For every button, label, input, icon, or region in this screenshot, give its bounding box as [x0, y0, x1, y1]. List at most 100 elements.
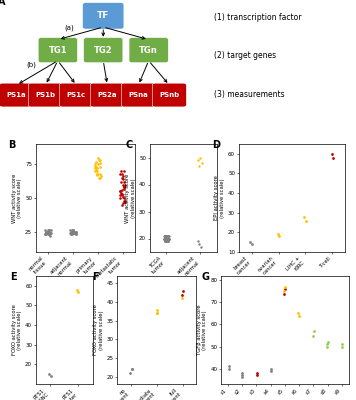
Point — [165, 235, 171, 242]
Text: (a): (a) — [64, 24, 74, 30]
Text: (1) transcription factor: (1) transcription factor — [214, 13, 302, 22]
Point — [48, 230, 54, 236]
Point — [129, 366, 134, 372]
Point — [164, 235, 169, 242]
Point — [117, 195, 123, 201]
Point — [165, 235, 171, 242]
Point — [44, 228, 50, 235]
Point — [163, 238, 168, 244]
Point — [121, 195, 127, 201]
Point — [47, 233, 53, 239]
Text: F: F — [93, 272, 99, 282]
Text: PS2a: PS2a — [98, 92, 117, 98]
Point — [43, 230, 49, 236]
Point — [97, 160, 103, 166]
Point — [165, 233, 171, 239]
Point — [45, 228, 51, 235]
Point — [43, 230, 49, 236]
Point — [162, 233, 168, 239]
Point — [276, 233, 282, 240]
Point — [325, 339, 330, 345]
Point — [268, 368, 274, 374]
Point — [339, 343, 345, 350]
Point — [324, 343, 330, 350]
Point — [119, 191, 125, 197]
Point — [281, 290, 287, 297]
Point — [73, 228, 78, 235]
Point — [310, 332, 315, 339]
Point — [94, 165, 99, 172]
Point — [121, 185, 127, 192]
Point — [239, 370, 245, 376]
Point — [43, 230, 49, 236]
Point — [162, 235, 168, 242]
Point — [47, 230, 53, 236]
Point — [166, 238, 171, 244]
Point — [179, 292, 185, 298]
Point — [94, 170, 100, 177]
Point — [163, 235, 168, 242]
Point — [119, 168, 124, 174]
Point — [163, 238, 169, 244]
Point — [68, 230, 74, 236]
Point — [117, 188, 123, 194]
Point — [73, 228, 78, 235]
Point — [163, 238, 169, 244]
Y-axis label: TGFβ activity score
(relative scale): TGFβ activity score (relative scale) — [197, 305, 208, 355]
Point — [324, 341, 330, 348]
Point — [93, 158, 99, 165]
Point — [127, 370, 133, 376]
Point — [96, 154, 101, 161]
Point — [71, 230, 77, 236]
Point — [47, 231, 53, 238]
Point — [73, 231, 79, 238]
Point — [45, 231, 51, 238]
Point — [119, 192, 125, 198]
Point — [121, 184, 126, 190]
Text: E: E — [10, 272, 17, 282]
Point — [68, 231, 73, 238]
Y-axis label: WNT activity score
(relative scale): WNT activity score (relative scale) — [11, 173, 22, 223]
Point — [303, 217, 309, 224]
Point — [119, 174, 125, 181]
FancyBboxPatch shape — [28, 83, 62, 107]
Point — [163, 235, 168, 242]
Point — [250, 241, 255, 247]
Point — [73, 228, 79, 235]
Point — [48, 227, 54, 234]
Point — [254, 370, 260, 376]
Text: (3) measurements: (3) measurements — [214, 90, 284, 99]
Y-axis label: FOXO activity score
(relative scale): FOXO activity score (relative scale) — [11, 304, 22, 356]
Point — [98, 173, 104, 180]
Point — [129, 366, 135, 372]
Point — [165, 235, 171, 242]
Text: PSnb: PSnb — [159, 92, 179, 98]
Point — [163, 238, 168, 244]
Point — [329, 151, 334, 157]
Point — [117, 192, 123, 198]
Point — [195, 238, 201, 244]
Point — [166, 235, 171, 242]
Point — [196, 241, 201, 247]
Point — [119, 187, 125, 193]
Text: (2) target genes: (2) target genes — [214, 51, 276, 60]
Point — [71, 230, 77, 236]
Point — [163, 235, 169, 242]
Point — [161, 235, 167, 242]
Point — [162, 235, 167, 242]
Point — [93, 168, 98, 174]
Point — [155, 306, 160, 313]
Text: D: D — [212, 140, 220, 150]
Point — [122, 168, 127, 174]
Point — [166, 235, 172, 242]
Point — [239, 374, 245, 380]
Point — [199, 160, 205, 166]
Point — [122, 199, 128, 205]
Point — [120, 176, 126, 182]
Point — [119, 202, 125, 208]
Point — [44, 230, 50, 236]
Point — [164, 235, 170, 242]
Point — [122, 178, 127, 185]
Text: TG2: TG2 — [94, 46, 112, 55]
Y-axis label: WNT activity score
(relative scale): WNT activity score (relative scale) — [125, 173, 136, 223]
